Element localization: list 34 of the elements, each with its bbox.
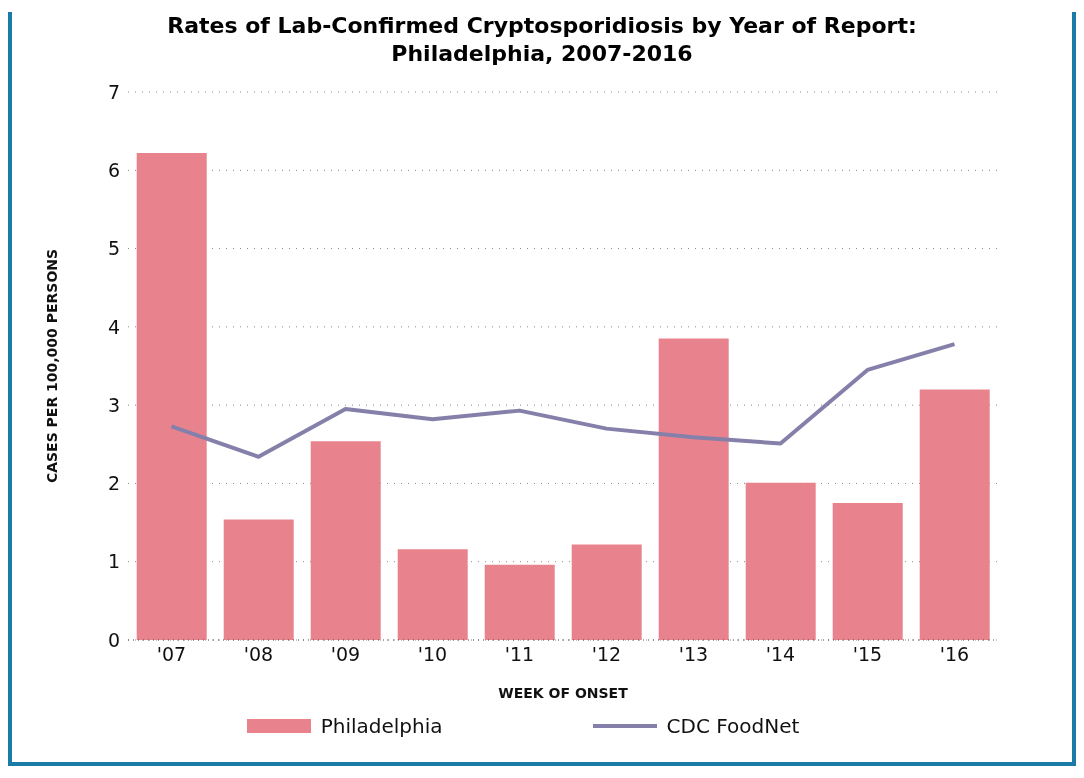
bar [310, 441, 381, 640]
bar [919, 389, 990, 640]
x-tick-label: '09 [330, 643, 361, 666]
x-axis-title: WEEK OF ONSET [498, 685, 629, 701]
bar [745, 482, 816, 640]
legend-label: CDC FoodNet [666, 714, 800, 738]
y-tick-label: 5 [107, 237, 120, 260]
y-tick-label: 1 [107, 550, 120, 573]
x-tick-label: '14 [765, 643, 796, 666]
bar [832, 503, 903, 640]
y-tick-label: 0 [107, 628, 120, 651]
x-tick-label: '16 [939, 643, 970, 666]
y-tick-label: 4 [107, 315, 120, 338]
bar [571, 544, 642, 640]
bar [136, 153, 207, 640]
x-tick-label: '08 [243, 643, 274, 666]
bar [658, 338, 729, 640]
chart-title: Rates of Lab-Confirmed Cryptosporidiosis by Year of Report: Philadelphia, 2007-2016 [166, 12, 918, 68]
bar [223, 519, 294, 640]
y-tick-label: 7 [107, 80, 120, 103]
x-tick-label: '15 [852, 643, 883, 666]
line-series [169, 342, 957, 459]
y-tick-label: 6 [107, 159, 120, 182]
bar [397, 549, 468, 640]
x-tick-label: '07 [156, 643, 187, 666]
y-tick-label: 3 [107, 393, 120, 416]
x-tick-label: '13 [678, 643, 709, 666]
x-tick-label: '11 [504, 643, 535, 666]
legend-label: Philadelphia [320, 714, 443, 738]
x-tick-label: '10 [417, 643, 448, 666]
bar [484, 564, 555, 640]
y-tick-label: 2 [107, 472, 120, 495]
y-axis-title: CASES PER 100,000 PERSONS [43, 248, 60, 484]
x-tick-label: '12 [591, 643, 622, 666]
